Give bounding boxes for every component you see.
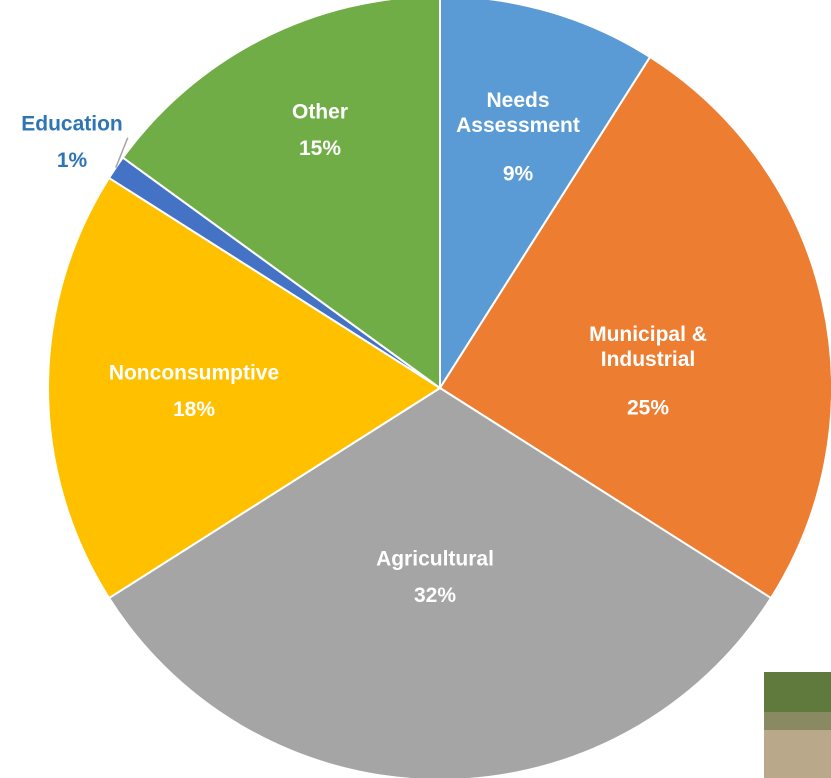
- pie-slice: [47, 176, 442, 600]
- slice-value-label: 18%: [173, 398, 215, 421]
- pie-slice: [439, 0, 652, 392]
- slice-label: Needs Assessment: [456, 89, 580, 137]
- slice-value-label: 25%: [627, 397, 669, 420]
- leader-line: [115, 137, 129, 168]
- slice-value-label: 15%: [299, 137, 341, 160]
- slice-label: Municipal & Industrial: [589, 323, 707, 371]
- pie-slice: [438, 55, 831, 600]
- slice-value-label: 9%: [503, 163, 534, 186]
- thumbnail-photo-ground: [764, 730, 831, 778]
- pie-slice: [107, 386, 773, 778]
- slice-label: Education: [21, 112, 123, 135]
- slice-label: Other: [292, 100, 348, 123]
- slice-label: Agricultural: [376, 547, 494, 570]
- pie-slice: [121, 0, 441, 390]
- slice-label: Nonconsumptive: [109, 361, 279, 384]
- thumbnail-photo-foliage: [764, 672, 831, 712]
- slice-value-label: 1%: [57, 149, 88, 172]
- slice-value-label: 32%: [414, 584, 456, 607]
